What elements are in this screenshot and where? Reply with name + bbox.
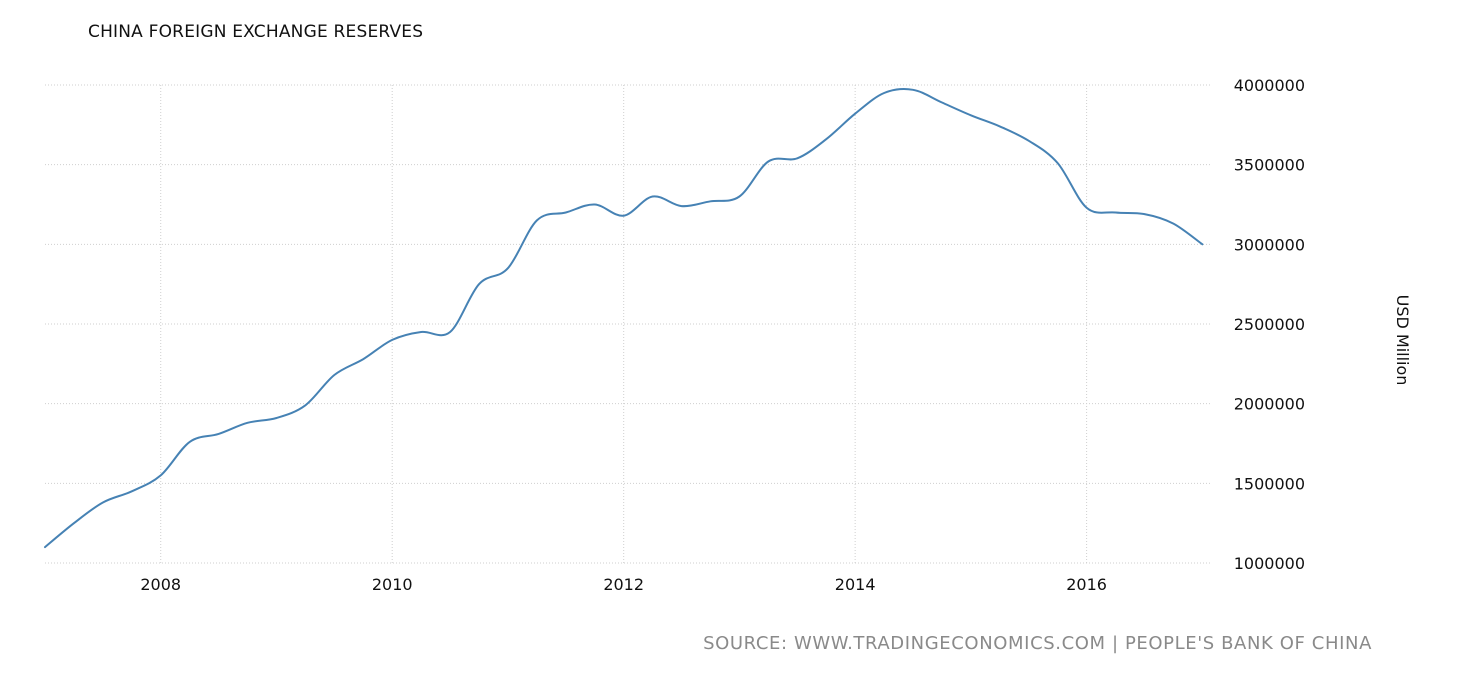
source-credit: SOURCE: WWW.TRADINGECONOMICS.COM | PEOPL… [703,633,1372,654]
y-tick-label: 2500000 [1234,315,1305,334]
y-axis-ticks: 1000000 1500000 2000000 2500000 3000000 35000… [1234,76,1305,573]
series-layer [44,88,1204,549]
y-tick-label: 2000000 [1234,395,1305,414]
y-tick-label: 1500000 [1234,474,1305,493]
x-tick-label: 2008 [140,575,181,594]
y-axis-label: USD Million [1393,295,1412,386]
x-tick-label: 2014 [835,575,876,594]
series-line [44,88,1204,549]
x-tick-label: 2010 [372,575,413,594]
x-tick-label: 2016 [1066,575,1107,594]
x-axis-ticks: 2008 2010 2012 2014 2016 [140,575,1107,594]
chart-title: CHINA FOREIGN EXCHANGE RESERVES [88,22,424,42]
y-tick-label: 1000000 [1234,554,1305,573]
x-tick-label: 2012 [603,575,644,594]
y-tick-label: 4000000 [1234,76,1305,95]
grid [45,84,1212,564]
y-tick-label: 3500000 [1234,156,1305,175]
y-tick-label: 3000000 [1234,235,1305,254]
